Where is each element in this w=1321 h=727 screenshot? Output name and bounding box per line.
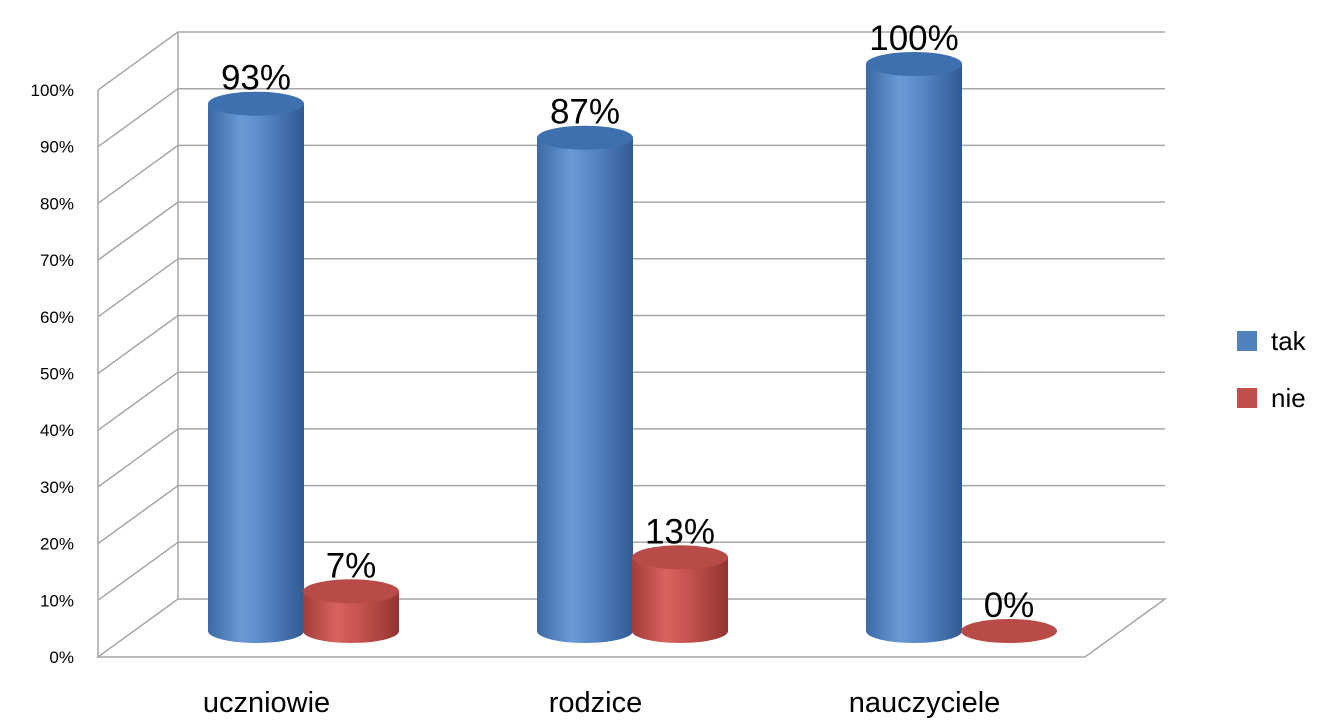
legend-label-nie: nie [1271,383,1306,413]
data-label-tak-uczniowie: 93% [221,59,291,98]
legend-label-tak: tak [1271,326,1307,356]
gridline-side [97,144,179,205]
gridline-side [97,88,179,148]
y-tick-label: 80% [40,194,74,213]
y-tick-label: 0% [49,648,74,667]
bar-tak-nauczyciele [866,64,962,643]
bar-top-tak-rodzice [537,125,633,150]
data-label-nie-uczniowie: 7% [326,546,377,585]
bar-tak-rodzice [537,137,633,643]
bars [208,52,1057,643]
y-tick-label: 20% [40,535,74,554]
bar-nie-rodzice [632,557,728,643]
gridline-side [97,314,179,375]
gridline-side [97,201,179,261]
gridline-side [97,371,179,431]
bar-nie-uczniowie [303,591,399,643]
data-labels: 93% 7% 87% 13% 100% 0% [221,19,1034,625]
data-label-tak-nauczyciele: 100% [869,19,959,58]
gridline-side [97,428,179,488]
gridline-side [97,484,179,545]
x-axis: uczniowie rodzice nauczyciele [203,687,1000,719]
y-tick-label: 90% [40,138,74,157]
x-tick-label-rodzice: rodzice [549,687,643,719]
legend-swatch-tak [1237,331,1257,351]
gridline-side [97,258,179,318]
bar-top-nie-uczniowie [303,579,399,604]
y-tick-label: 40% [40,421,74,440]
legend: tak nie [1237,326,1307,413]
data-label-nie-rodzice: 13% [645,512,715,551]
bar-top-tak-nauczyciele [866,52,962,76]
legend-swatch-nie [1237,388,1257,408]
floor [95,598,1168,658]
y-tick-label: 70% [40,251,74,270]
y-tick-label: 30% [40,478,74,497]
y-axis: 0% 10% 20% 30% 40% 50% 60% 70% 80% 90% 100% [31,81,74,667]
gridline-side [97,541,179,601]
data-label-tak-rodzice: 87% [550,93,620,132]
bar-top-tak-uczniowie [208,91,304,116]
bar-top-nie-nauczyciele [961,619,1057,643]
x-tick-label-uczniowie: uczniowie [203,687,330,719]
bar-tak-uczniowie [208,103,304,643]
y-tick-label: 60% [40,308,74,327]
bar-top-nie-rodzice [632,545,728,570]
gridline-side [97,31,179,91]
y-tick-label: 100% [31,81,74,100]
y-tick-label: 50% [40,365,74,384]
y-tick-label: 10% [40,591,74,610]
chart-walls [95,31,1168,658]
x-tick-label-nauczyciele: nauczyciele [849,687,1001,719]
data-label-nie-nauczyciele: 0% [984,586,1035,625]
